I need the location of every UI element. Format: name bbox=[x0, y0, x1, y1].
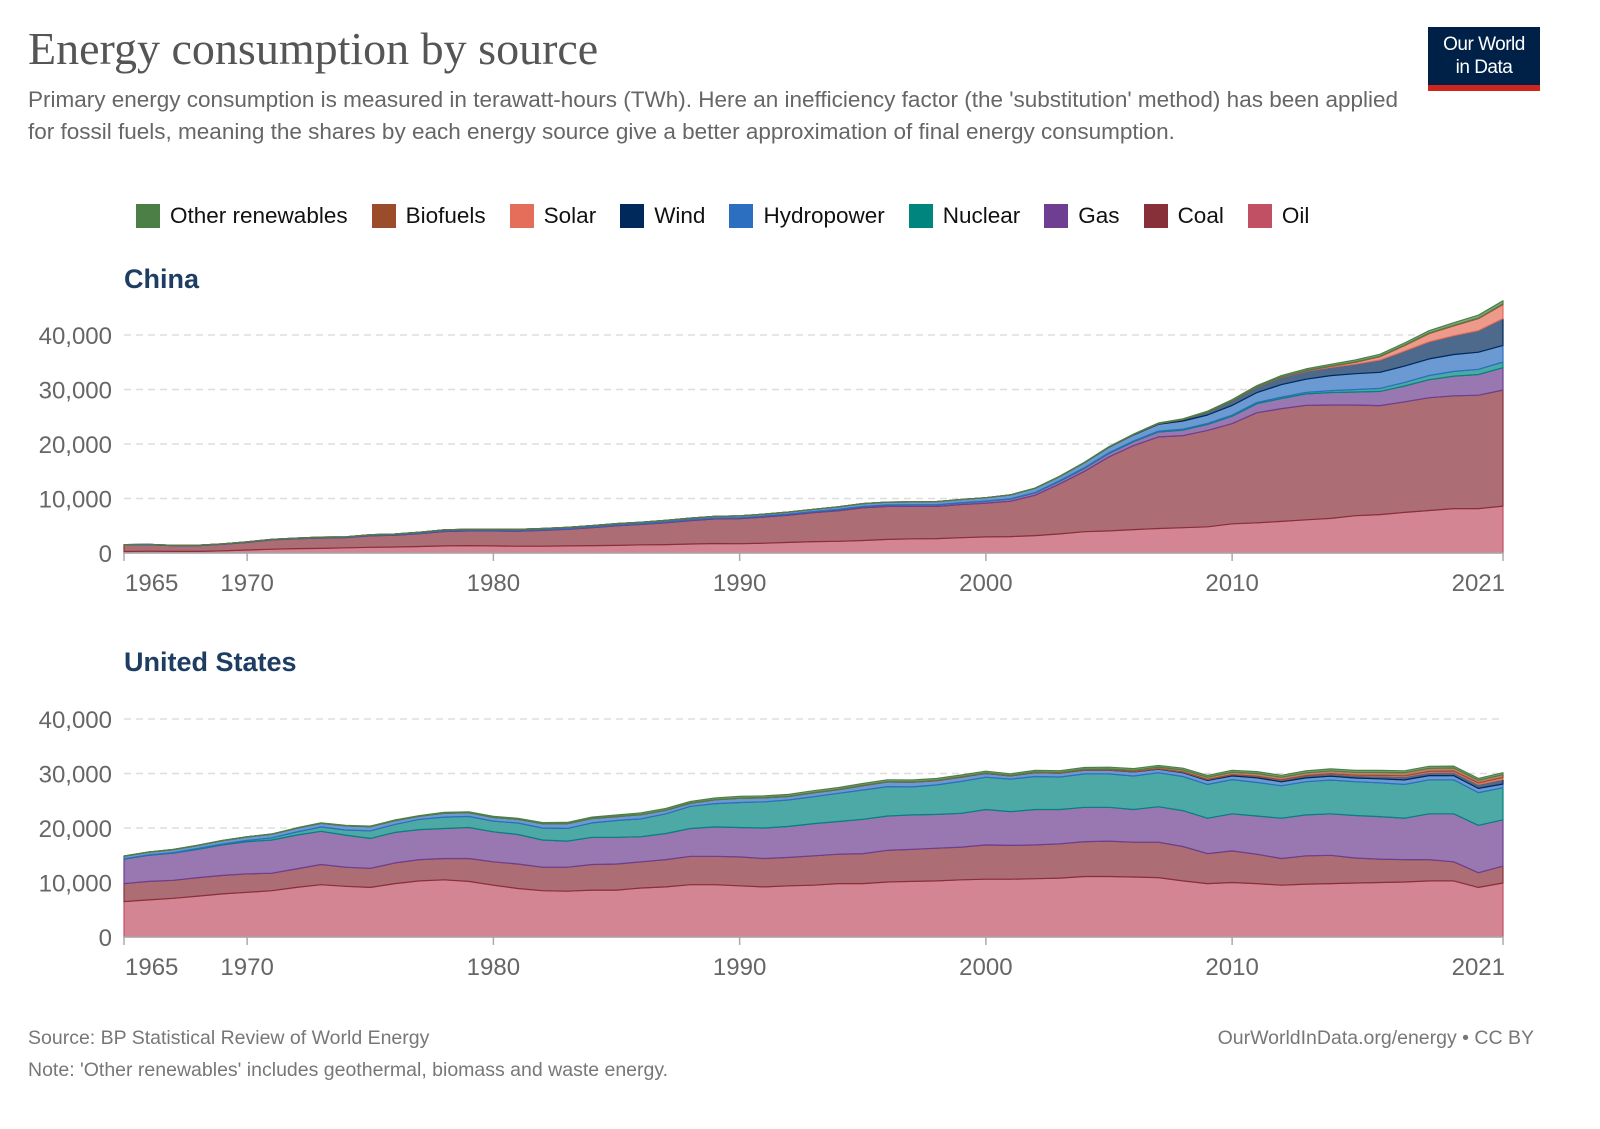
legend-label: Solar bbox=[543, 203, 597, 228]
legend-label: Other renewables bbox=[170, 203, 348, 228]
note-text: Note: 'Other renewables' includes geothe… bbox=[28, 1059, 669, 1081]
charts-canvas: China 0 10,000 20,000 30,000 40,000 1965 1970 19… bbox=[39, 264, 1505, 981]
y-tick-label: 10,000 bbox=[39, 871, 112, 898]
panel-title: United States bbox=[124, 647, 297, 677]
x-tick-label: 1965 bbox=[125, 954, 178, 981]
legend-swatch bbox=[136, 204, 160, 228]
legend-item-hydropower[interactable]: Hydropower bbox=[729, 203, 885, 229]
legend-label: Nuclear bbox=[942, 203, 1021, 228]
legend-swatch bbox=[509, 204, 534, 228]
y-tick-label: 10,000 bbox=[39, 487, 112, 514]
source-text: Source: BP Statistical Review of World E… bbox=[28, 1027, 430, 1049]
x-tick-label: 2000 bbox=[959, 570, 1012, 597]
legend-item-solar[interactable]: Solar bbox=[509, 203, 597, 229]
legend-swatch bbox=[620, 204, 645, 228]
legend-swatch bbox=[1143, 204, 1168, 228]
legend-label: Wind bbox=[654, 203, 706, 228]
y-tick-label: 20,000 bbox=[39, 816, 112, 843]
x-tick-label: 1990 bbox=[713, 954, 766, 981]
legend-swatch bbox=[371, 204, 396, 228]
legend-item-oil[interactable]: Oil bbox=[1247, 203, 1310, 229]
area-other-renewables[interactable] bbox=[123, 300, 1504, 546]
area-other-renewables[interactable] bbox=[123, 764, 1504, 857]
x-tick-label: 1970 bbox=[220, 570, 273, 597]
x-tick-label: 2021 bbox=[1452, 954, 1505, 981]
logo-line-2: in Data bbox=[1455, 57, 1513, 78]
x-tick-label: 1980 bbox=[467, 570, 520, 597]
legend-item-nuclear[interactable]: Nuclear bbox=[908, 203, 1021, 229]
logo-line-1: Our World bbox=[1443, 34, 1525, 55]
legend-label: Gas bbox=[1078, 203, 1120, 228]
y-tick-label: 20,000 bbox=[39, 432, 112, 459]
x-tick-label: 1970 bbox=[220, 954, 273, 981]
legend-label: Coal bbox=[1177, 203, 1224, 228]
legend-label: Oil bbox=[1281, 203, 1310, 228]
x-tick-label: 2010 bbox=[1205, 570, 1258, 597]
legend-label: Hydropower bbox=[763, 203, 885, 228]
chart-subtitle: Primary energy consumption is measured i… bbox=[28, 87, 1399, 144]
owid-logo[interactable]: Our World in Data bbox=[1428, 27, 1540, 91]
y-tick-label: 40,000 bbox=[39, 323, 112, 350]
legend-item-coal[interactable]: Coal bbox=[1143, 203, 1224, 229]
y-tick-label: 40,000 bbox=[39, 707, 112, 734]
x-tick-label: 2010 bbox=[1205, 954, 1258, 981]
y-tick-label: 0 bbox=[99, 541, 112, 568]
y-tick-label: 0 bbox=[99, 925, 112, 952]
y-tick-label: 30,000 bbox=[39, 762, 112, 789]
legend-item-biofuels[interactable]: Biofuels bbox=[371, 203, 486, 229]
x-tick-label: 1965 bbox=[125, 570, 178, 597]
logo-accent-bar bbox=[1428, 85, 1540, 91]
x-tick-label: 2021 bbox=[1452, 570, 1505, 597]
legend-swatch bbox=[1044, 204, 1069, 228]
x-tick-label: 2000 bbox=[959, 954, 1012, 981]
panel-china: China 0 10,000 20,000 30,000 40,000 1965 1970 19… bbox=[39, 264, 1505, 597]
legend-swatch bbox=[908, 204, 933, 228]
chart-title: Energy consumption by source bbox=[28, 23, 599, 74]
legend-item-other-renewables[interactable]: Other renewables bbox=[136, 203, 348, 229]
footer-credit[interactable]: OurWorldInData.org/energy • CC BY bbox=[1217, 1027, 1534, 1049]
legend-swatch bbox=[1247, 204, 1272, 228]
legend-label: Biofuels bbox=[405, 203, 486, 228]
x-tick-label: 1990 bbox=[713, 570, 766, 597]
panel-united-states: United States 0 10,000 20,000 30,000 40,000 19… bbox=[39, 647, 1505, 981]
legend-swatch bbox=[729, 204, 754, 228]
footer-notes: Source: BP Statistical Review of World E… bbox=[28, 1022, 668, 1086]
legend-item-gas[interactable]: Gas bbox=[1044, 203, 1120, 229]
x-tick-label: 1980 bbox=[467, 954, 520, 981]
y-tick-label: 30,000 bbox=[39, 378, 112, 405]
panel-title: China bbox=[124, 264, 200, 294]
legend: Other renewables Biofuels Solar Wind Hydropo… bbox=[136, 203, 1333, 229]
legend-item-wind[interactable]: Wind bbox=[620, 203, 705, 229]
